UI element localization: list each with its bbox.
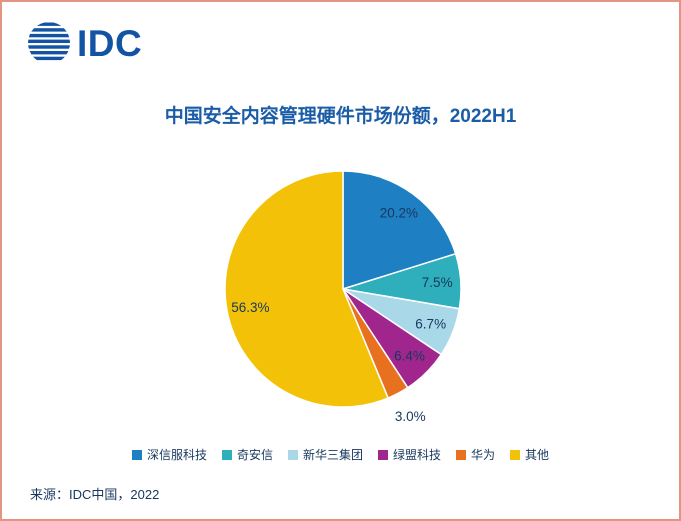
legend-item: 深信服科技 [131,446,207,463]
legend-label: 奇安信 [236,448,273,462]
pie-data-label: 56.3% [231,300,269,315]
legend-swatch [378,449,388,460]
legend-label: 深信服科技 [146,448,207,462]
legend-item: 华为 [456,446,495,463]
chart-title: 中国安全内容管理硬件市场份额，2022H1 [164,106,517,127]
legend-swatch [131,449,142,460]
pie-data-label: 6.7% [415,316,446,331]
legend-item: 新华三集团 [287,446,363,463]
legend-swatch [287,449,298,460]
legend-label: 绿盟科技 [393,448,442,462]
pie-data-label: 7.5% [422,275,453,290]
pie-slice [342,170,457,291]
legend-label: 其他 [525,448,550,462]
legend-item: 绿盟科技 [378,446,441,463]
pie-data-label: 6.4% [394,349,425,364]
pie-data-label: 20.2% [380,205,418,220]
legend-swatch [510,449,521,460]
source-text: 来源：IDC中国，2022 [30,487,160,502]
legend-item: 奇安信 [221,446,273,463]
chart-legend: 深信服科技 奇安信 新华三集团 绿盟科技 华为 其他 [2,446,679,463]
legend-item: 其他 [510,446,549,463]
idc-logo-text: IDC [77,22,143,64]
legend-swatch [221,449,232,460]
pie-slice [224,170,390,408]
legend-label: 新华三集团 [302,448,363,462]
idc-logo: IDC [26,20,142,66]
idc-globe-icon [28,22,70,61]
legend-label: 华为 [471,448,496,462]
pie-chart: 20.2% 7.5% 6.7% 6.4% 3.0% 56.3% [2,152,679,442]
legend-swatch [456,449,467,460]
pie-data-label: 3.0% [395,409,426,424]
